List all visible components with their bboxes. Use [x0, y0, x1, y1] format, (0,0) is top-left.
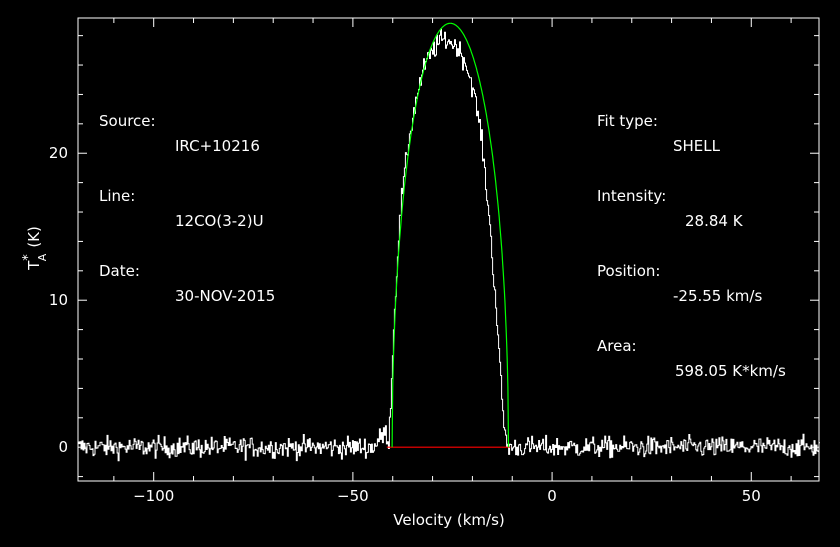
date-label: Date: [99, 262, 140, 280]
y-axis-label-unit: (K) [25, 226, 43, 248]
area-label: Area: [597, 337, 637, 355]
plot-border [77, 17, 820, 482]
date-row: Date: 30-NOV-2015 [99, 234, 329, 305]
line-row: Line: 12CO(3-2)U [99, 159, 329, 230]
date-value: 30-NOV-2015 [175, 287, 276, 305]
y-axis-label-superscript: * [21, 254, 36, 261]
area-value: 598.05 K*km/s [675, 362, 786, 380]
shell-fit-line [391, 22, 510, 448]
line-value: 12CO(3-2)U [175, 212, 264, 230]
x-axis-label: Velocity (km/s) [393, 511, 504, 529]
intensity-value: 28.84 K [685, 212, 743, 230]
y-axis-label-symbol: T [25, 260, 43, 271]
y-axis-label: T*A (K) [21, 226, 49, 271]
header-left: Source: IRC+10216 Line: 12CO(3-2)U Date:… [99, 34, 329, 305]
source-value: IRC+10216 [175, 137, 260, 155]
header-right: Fit type: SHELL Intensity: 28.84 K Posit… [597, 34, 827, 380]
intensity-label: Intensity: [597, 187, 667, 205]
tick-labels: −100 −50 0 50 0 10 20 [49, 144, 761, 505]
position-label: Position: [597, 262, 661, 280]
spectrum-line [78, 28, 820, 462]
y-tick-label: 10 [49, 291, 68, 309]
y-tick-label: 0 [58, 438, 68, 456]
y-axis-label-subscript: A [36, 253, 49, 261]
fit-type-value: SHELL [673, 137, 720, 155]
plot-frame [77, 17, 820, 482]
axis-ticks [78, 18, 819, 481]
fit-type-label: Fit type: [597, 112, 658, 130]
y-tick-label: 20 [49, 144, 68, 162]
x-tick-label: −100 [133, 487, 174, 505]
fit-type-row: Fit type: SHELL [597, 84, 827, 155]
position-row: Position: -25.55 km/s [597, 234, 827, 305]
data-series [78, 22, 820, 462]
x-tick-label: −50 [337, 487, 369, 505]
x-tick-label: 50 [742, 487, 761, 505]
svg-text:T*A(K): T*A (K) [21, 226, 49, 271]
line-label: Line: [99, 187, 136, 205]
source-label: Source: [99, 112, 156, 130]
x-tick-label: 0 [547, 487, 557, 505]
intensity-row: Intensity: 28.84 K [597, 159, 827, 230]
area-row: Area: 598.05 K*km/s [597, 309, 827, 380]
position-value: -25.55 km/s [673, 287, 763, 305]
source-row: Source: IRC+10216 [99, 84, 329, 155]
